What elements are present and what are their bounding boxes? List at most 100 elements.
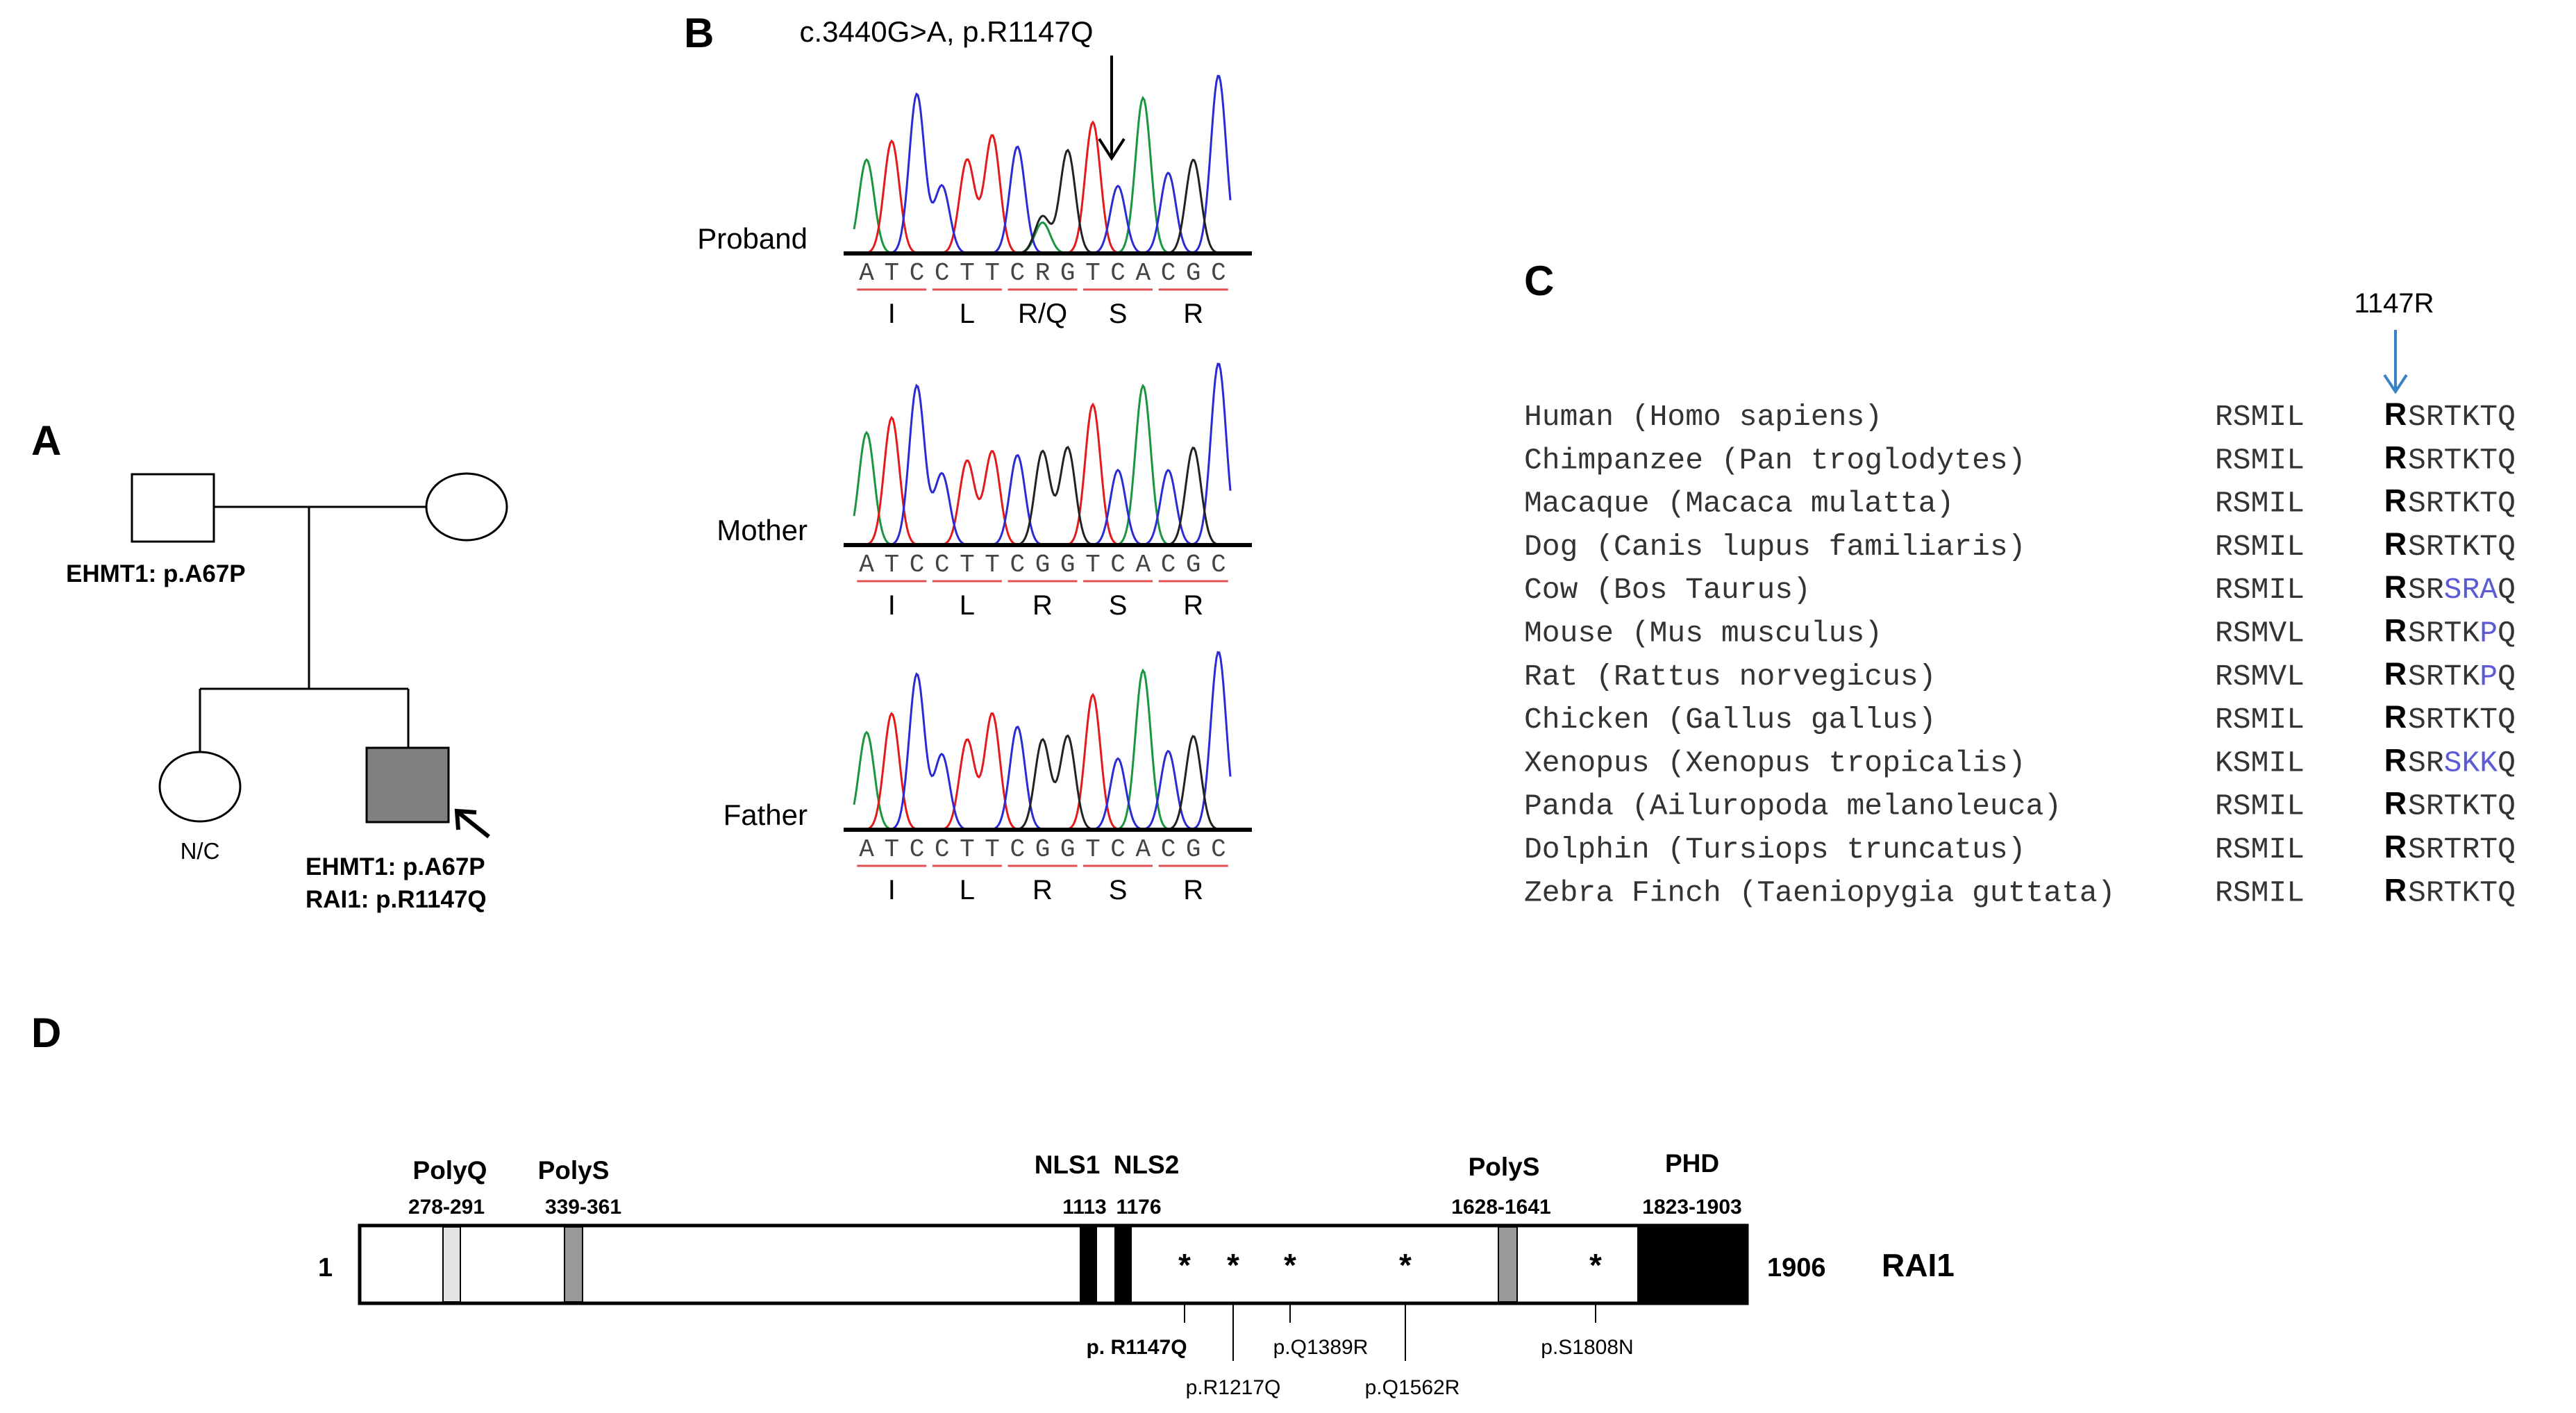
base-letter: C — [935, 259, 950, 287]
variant-label-r1217q: p.R1217Q — [1186, 1376, 1281, 1399]
base-letter: C — [935, 551, 950, 579]
trace-curve-G — [854, 446, 1230, 546]
conserved-residue: R — [2384, 786, 2407, 821]
domain-range-polyq: 278-291 — [408, 1196, 485, 1219]
panel-a-label: A — [31, 417, 61, 464]
species-name: Mouse (Mus musculus) — [1524, 617, 1882, 651]
species-name: Zebra Finch (Taeniopygia guttata) — [1524, 876, 2116, 910]
base-letter: C — [1110, 259, 1126, 287]
sequence-prefix: RSMIL — [2215, 400, 2305, 434]
conserved-residue: R — [2384, 569, 2407, 605]
base-letter: C — [1010, 259, 1025, 287]
species-name: Chicken (Gallus gallus) — [1524, 703, 1937, 737]
amino-acid-label: R — [1183, 875, 1203, 905]
sequence-prefix: RSMIL — [2215, 573, 2305, 607]
base-letter: C — [910, 259, 925, 287]
base-letter: A — [1135, 835, 1151, 864]
domain-range-nls1: 1113 — [1062, 1196, 1106, 1219]
base-letter: C — [1010, 551, 1025, 579]
base-letter: C — [1161, 259, 1176, 287]
species-name: Panda (Ailuropoda melanoleuca) — [1524, 789, 2061, 823]
alignment-row: Panda (Ailuropoda melanoleuca) RSMIL R SRTK… — [1524, 786, 2516, 823]
proband-variant-rai1: RAI1: p.R1147Q — [306, 886, 487, 913]
base-letter: T — [985, 835, 1000, 864]
panel-d-label: D — [31, 1010, 61, 1056]
sequence-suffix: SRTKTQ — [2408, 703, 2516, 737]
protein-start-label: 1 — [318, 1253, 333, 1282]
panel-a: A EHMT1: p.A67P N/C EHMT1: p.A67P RAI1: … — [31, 417, 508, 913]
species-name: Chimpanzee (Pan troglodytes) — [1524, 443, 2026, 477]
base-letter: G — [1186, 259, 1201, 287]
panel-b-label: B — [684, 10, 714, 56]
amino-acid-label: R — [1032, 875, 1053, 905]
base-letter: C — [1161, 835, 1176, 864]
proband-arrow-icon — [454, 808, 490, 839]
conserved-residue: R — [2384, 872, 2407, 908]
base-letter: G — [1186, 551, 1201, 579]
mutation-annotation: c.3440G>A, p.R1147Q — [800, 15, 1094, 48]
base-letter: G — [1060, 259, 1076, 287]
base-letter: G — [1035, 551, 1051, 579]
species-name: Rat (Rattus norvegicus) — [1524, 660, 1937, 694]
domain-name-polyq: PolyQ — [413, 1156, 487, 1185]
alignment-row: Human (Homo sapiens) RSMIL R SRTKTQ — [1524, 396, 2516, 434]
polys-domain-2 — [1498, 1226, 1518, 1303]
base-letter: A — [859, 835, 874, 864]
alignment-table: Human (Homo sapiens) RSMIL R SRTKTQChimpanz… — [1524, 396, 2516, 910]
trace-curve-A — [853, 668, 1230, 831]
trace-curve-C — [854, 74, 1232, 255]
base-letter: T — [884, 259, 899, 287]
conserved-residue: R — [2384, 396, 2407, 432]
mutation-arrow-icon — [1098, 56, 1126, 161]
trace-curve-A — [853, 96, 1230, 255]
base-letter: C — [910, 835, 925, 864]
alignment-row: Mouse (Mus musculus) RSMVL R SRTKPQ — [1524, 613, 2516, 651]
alignment-row: Xenopus (Xenopus tropicalis) KSMIL R SRSKKQ — [1524, 742, 2516, 780]
amino-acid-label: S — [1109, 875, 1128, 905]
sequence-suffix: SRTKTQ — [2408, 876, 2516, 910]
domain-name-nls2: NLS2 — [1114, 1151, 1180, 1179]
trace-curve-C — [854, 362, 1232, 546]
amino-acid-label: L — [960, 299, 975, 329]
sequence-prefix: RSMIL — [2215, 876, 2305, 910]
phd-domain — [1637, 1227, 1746, 1302]
domain-range-nls2: 1176 — [1116, 1196, 1161, 1219]
protein-end-label: 1906 — [1767, 1253, 1826, 1282]
amino-acid-label: R — [1183, 299, 1203, 329]
sequence-suffix: SRSKKQ — [2408, 746, 2516, 780]
base-letter: T — [960, 551, 975, 579]
alignment-row: Zebra Finch (Taeniopygia guttata) RSMIL R S… — [1524, 872, 2516, 910]
polys-domain-1 — [564, 1226, 583, 1303]
sibling-circle — [158, 751, 242, 823]
sequence-suffix: SRTKTQ — [2408, 443, 2516, 477]
residue-position-label: 1147R — [2355, 288, 2434, 319]
sequence-suffix: SRTKPQ — [2408, 660, 2516, 694]
variant-label-s1808n: p.S1808N — [1541, 1336, 1633, 1359]
mother-circle — [425, 472, 508, 542]
base-letter: T — [1085, 835, 1101, 864]
variant-star-r1147q: * — [1178, 1247, 1191, 1283]
sequence-prefix: RSMIL — [2215, 703, 2305, 737]
conserved-residue: R — [2384, 829, 2407, 864]
sequence-suffix: SRTKPQ — [2408, 617, 2516, 651]
domain-name-nls1: NLS1 — [1035, 1151, 1101, 1179]
base-letter: C — [1211, 835, 1226, 864]
sibling-status-label: N/C — [181, 838, 220, 864]
sequence-prefix: KSMIL — [2215, 746, 2305, 780]
variant-star-r1217q: * — [1227, 1247, 1239, 1283]
amino-acid-label: I — [888, 590, 896, 621]
domain-name-phd: PHD — [1665, 1149, 1719, 1178]
conserved-residue: R — [2384, 742, 2407, 778]
base-letter: G — [1035, 835, 1051, 864]
sequence-suffix: SRTKTQ — [2408, 487, 2516, 521]
polyq-domain — [442, 1226, 461, 1303]
base-letter: R — [1035, 259, 1051, 287]
variant-label-r1147q: p. R1147Q — [1086, 1336, 1187, 1359]
trace-curve-G — [854, 149, 1230, 255]
base-letter: C — [1110, 835, 1126, 864]
base-letter: G — [1186, 835, 1201, 864]
